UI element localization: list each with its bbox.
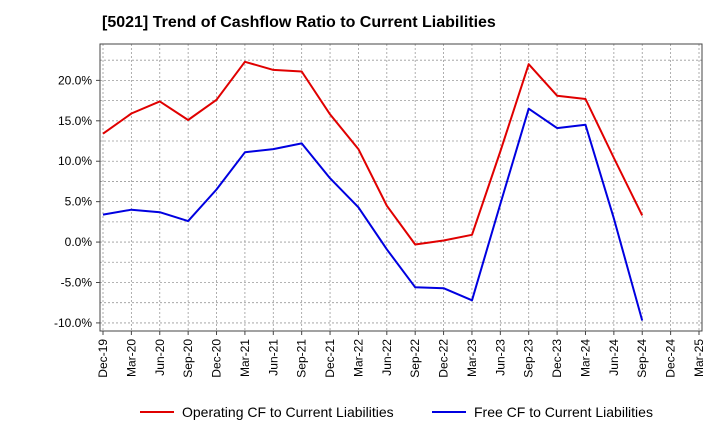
chart-title: [5021] Trend of Cashflow Ratio to Curren…: [102, 14, 496, 31]
x-tick-label: Mar-24: [578, 339, 592, 377]
x-tick-label: Dec-21: [323, 339, 337, 378]
x-tick-label: Jun-24: [607, 339, 621, 376]
x-tick-label: Dec-22: [437, 339, 451, 378]
x-tick-label: Mar-25: [692, 339, 706, 377]
legend-label-operating-cf: Operating CF to Current Liabilities: [182, 404, 394, 420]
y-tick-label: -10.0%: [54, 316, 92, 330]
x-tick-label: Dec-19: [96, 339, 110, 378]
y-tick-label: 5.0%: [65, 195, 93, 209]
y-tick-label: 10.0%: [58, 154, 92, 168]
x-tick-label: Jun-21: [266, 339, 280, 376]
x-tick-label: Jun-20: [153, 339, 167, 376]
x-tick-label: Sep-23: [522, 339, 536, 378]
x-tick-label: Mar-21: [238, 339, 252, 377]
x-tick-label: Sep-22: [408, 339, 422, 378]
y-tick-label: 0.0%: [65, 235, 93, 249]
legend-swatch-free-cf: [432, 411, 466, 413]
series-layer: [102, 60, 644, 321]
legend-label-free-cf: Free CF to Current Liabilities: [474, 404, 653, 420]
x-tick-label: Sep-20: [181, 339, 195, 378]
legend-item-operating-cf: Operating CF to Current Liabilities: [140, 404, 394, 420]
grid-layer: [100, 44, 702, 331]
axis-layer: 20.0% 15.0% 10.0% 5.0% 0.0% -5.0% -10.0% Dec-19…: [54, 43, 706, 378]
x-tick-label: Mar-23: [465, 339, 479, 377]
x-tick-label: Dec-24: [664, 339, 678, 378]
x-tick-label: Sep-21: [295, 339, 309, 378]
legend-item-free-cf: Free CF to Current Liabilities: [432, 404, 653, 420]
x-tick-label: Mar-20: [124, 339, 138, 377]
x-tick-label: Dec-23: [550, 339, 564, 378]
y-tick-label: 20.0%: [58, 73, 92, 87]
legend-swatch-operating-cf: [140, 411, 174, 413]
series-line-free-cf: [102, 107, 644, 321]
x-tick-label: Jun-23: [493, 339, 507, 376]
y-tick-label: -5.0%: [61, 275, 93, 289]
x-tick-label: Dec-20: [210, 339, 224, 378]
x-tick-label: Mar-22: [351, 339, 365, 377]
plot-area: [99, 43, 703, 332]
legend: Operating CF to Current Liabilities Free…: [0, 404, 720, 424]
x-tick-label: Jun-22: [380, 339, 394, 376]
y-tick-label: 15.0%: [58, 114, 92, 128]
x-tick-label: Sep-24: [635, 339, 649, 378]
series-line-operating-cf: [102, 60, 644, 246]
